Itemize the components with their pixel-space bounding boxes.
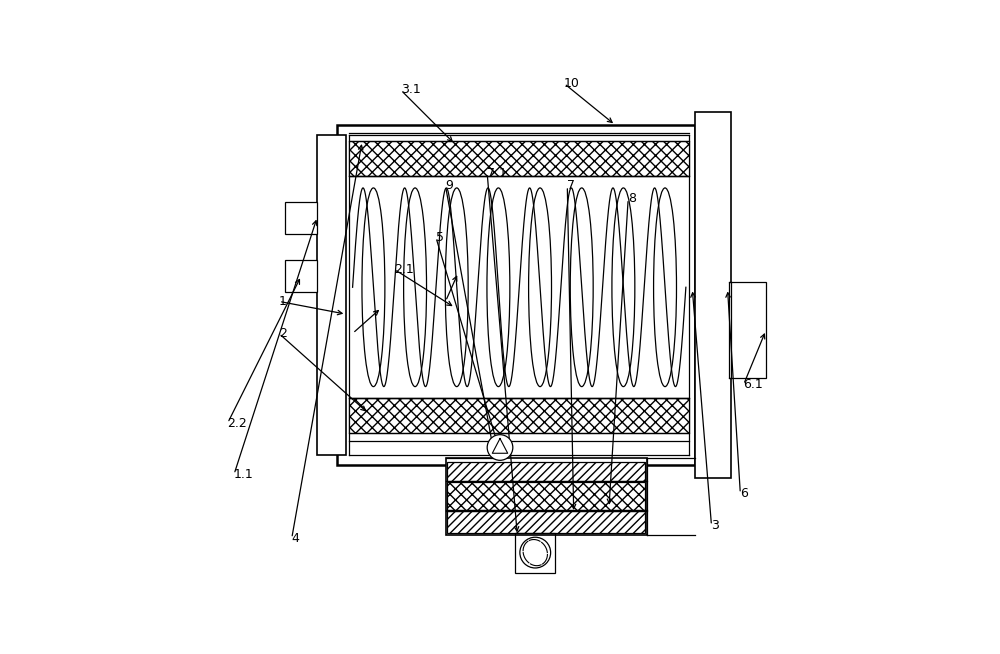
Bar: [349, 398, 689, 433]
Bar: [337, 125, 695, 465]
Text: 6.1: 6.1: [744, 378, 763, 391]
Text: 3: 3: [712, 519, 719, 532]
Bar: [446, 458, 647, 535]
Text: 2.2: 2.2: [228, 417, 247, 430]
Bar: [515, 532, 555, 573]
Bar: [729, 282, 766, 378]
Text: 8: 8: [628, 192, 636, 205]
Bar: [447, 482, 645, 509]
Bar: [317, 135, 346, 455]
Circle shape: [520, 537, 551, 568]
Text: 5: 5: [436, 231, 444, 244]
Text: 4: 4: [292, 532, 300, 545]
Text: 2: 2: [279, 327, 287, 340]
Bar: [447, 511, 645, 534]
Bar: [285, 260, 317, 292]
Text: 3.1: 3.1: [401, 83, 420, 96]
Bar: [349, 141, 689, 177]
Bar: [447, 462, 645, 481]
Text: 1.1: 1.1: [234, 468, 254, 481]
Text: 7: 7: [567, 179, 575, 192]
Bar: [695, 112, 731, 477]
Text: 2.1: 2.1: [394, 263, 414, 276]
Circle shape: [487, 435, 513, 460]
Text: 10: 10: [564, 77, 580, 90]
Text: 9: 9: [446, 179, 453, 192]
Text: 6: 6: [740, 487, 748, 500]
Text: 1: 1: [279, 295, 287, 308]
Bar: [285, 202, 317, 234]
Text: 7.1: 7.1: [487, 167, 507, 180]
